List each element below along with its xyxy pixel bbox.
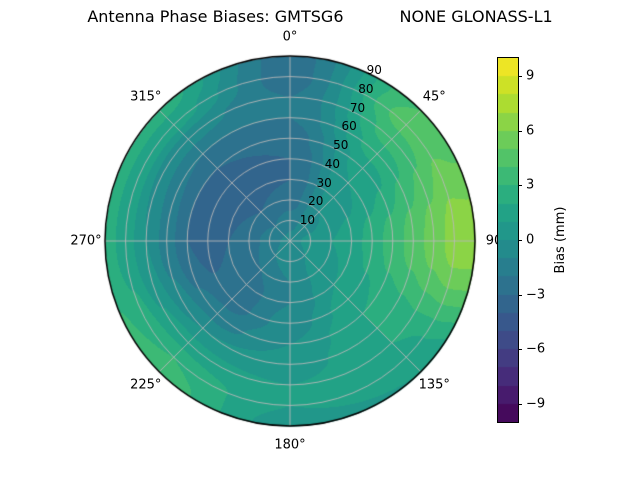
azimuth-tick-label: 225°: [130, 377, 162, 393]
azimuth-tick-label: 180°: [274, 437, 306, 453]
colorbar-tick-label: 0: [526, 232, 535, 248]
azimuth-tick-label: 0°: [282, 29, 298, 45]
colorbar-tick-mark: [518, 294, 522, 296]
radial-tick-label: 30: [316, 175, 332, 190]
radial-tick-label: 70: [349, 100, 366, 115]
azimuth-tick-label: 270°: [70, 233, 102, 249]
azimuth-tick-label: 315°: [130, 89, 162, 105]
colorbar-tick-label: −9: [526, 396, 546, 412]
colorbar-tick-label: 6: [526, 123, 535, 139]
radial-tick-label: 60: [341, 119, 357, 134]
colorbar-tick-label: 3: [526, 177, 535, 193]
colorbar-tick-label: −3: [526, 287, 546, 303]
colorbar: [497, 57, 519, 423]
radial-tick-label: 80: [358, 81, 374, 96]
colorbar-tick-mark: [518, 349, 522, 351]
radial-tick-label: 40: [324, 156, 341, 171]
azimuth-tick-label: 45°: [422, 89, 446, 105]
colorbar-tick-mark: [518, 130, 522, 132]
colorbar-tick-mark: [518, 240, 522, 241]
radial-tick-label: 10: [299, 213, 315, 228]
radial-tick-label: 50: [333, 138, 349, 153]
colorbar-tick-label: 9: [526, 68, 535, 84]
colorbar-tick-mark: [518, 403, 522, 405]
radial-tick-label: 90: [366, 62, 382, 77]
radial-tick-label: 20: [308, 194, 324, 209]
colorbar-tick-label: −6: [526, 341, 546, 357]
colorbar-tick-mark: [518, 185, 522, 187]
colorbar-tick-mark: [518, 76, 522, 78]
azimuth-tick-label: 135°: [418, 377, 450, 393]
colorbar-axis-label: Bias (mm): [553, 206, 568, 274]
